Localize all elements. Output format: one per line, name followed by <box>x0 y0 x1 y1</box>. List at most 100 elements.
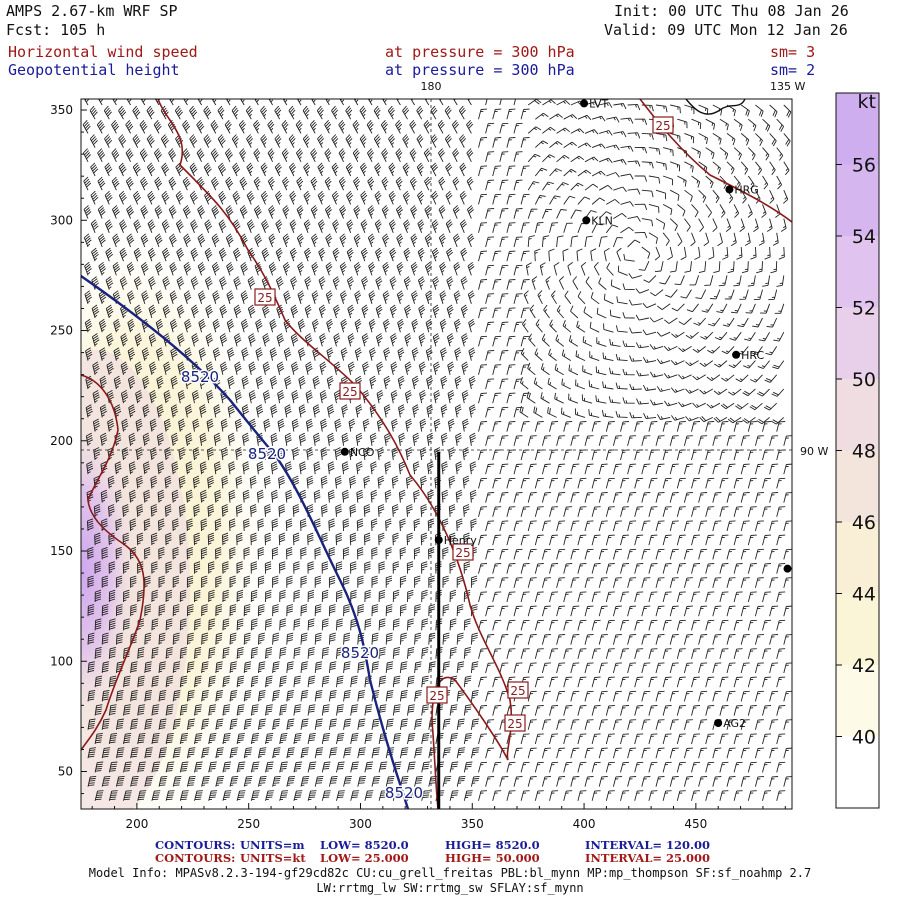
wind-barb <box>719 506 729 517</box>
wind-barb <box>200 489 207 503</box>
wind-barb <box>492 619 502 631</box>
wind-barb <box>492 137 502 148</box>
wind-barb <box>527 776 537 787</box>
wind-barb <box>745 303 756 314</box>
wind-barb <box>247 304 256 319</box>
height-contour-label: CONTOURS: <box>155 838 236 852</box>
wind-barb <box>608 396 621 404</box>
wind-barb <box>414 718 423 730</box>
wind-barb <box>492 449 502 461</box>
wind-barb <box>292 532 300 546</box>
wind-barb <box>324 205 332 219</box>
wind-barb <box>374 190 382 205</box>
wind-barb <box>360 219 368 233</box>
wind-barb <box>229 661 237 674</box>
wind-barb <box>707 346 721 354</box>
wind-barb <box>655 719 665 730</box>
wind-barb <box>307 704 316 716</box>
wind-barb <box>551 290 557 305</box>
wind-barb <box>368 318 376 333</box>
wind-barb <box>378 761 388 773</box>
wind-barb <box>276 304 284 319</box>
wind-barb <box>470 689 479 702</box>
wind-barb <box>549 168 562 177</box>
wind-contour-value: 25 <box>429 689 444 703</box>
wind-barb <box>170 404 179 418</box>
wind-barb <box>533 377 543 390</box>
wind-barb <box>221 532 229 546</box>
wind-barb <box>605 790 615 801</box>
wind-barb <box>236 618 244 631</box>
wind-barb <box>242 432 250 446</box>
wind-barb <box>769 161 776 176</box>
wind-barb <box>207 475 214 489</box>
wind-barb <box>231 105 239 120</box>
wind-barb <box>425 290 433 304</box>
wind-barb <box>453 99 458 106</box>
wind-barb <box>628 299 642 306</box>
wind-barb <box>642 384 657 391</box>
wind-barb <box>756 388 770 397</box>
wind-barb <box>118 134 127 148</box>
wind-barb <box>462 418 469 432</box>
wind-barb <box>140 99 147 106</box>
wind-barb <box>243 775 253 787</box>
wind-barb <box>384 461 392 475</box>
wind-barb <box>584 210 597 219</box>
wind-barb <box>371 689 380 702</box>
wind-barb <box>319 333 327 347</box>
wind-barb <box>499 236 509 248</box>
wind-barb <box>346 190 354 205</box>
wind-barb <box>641 520 651 532</box>
wind-barb <box>577 790 587 801</box>
wind-barb <box>620 705 630 716</box>
wind-barb <box>125 148 134 163</box>
wind-barb <box>520 591 530 603</box>
wind-barb <box>714 360 728 368</box>
wind-barb <box>612 577 622 588</box>
wind-barb <box>533 406 543 418</box>
wind-barb <box>705 563 715 574</box>
wind-barb <box>563 477 573 489</box>
wind-barb <box>392 589 400 603</box>
wind-barb <box>599 157 613 164</box>
wind-barb <box>677 204 686 217</box>
wind-barb <box>225 233 234 248</box>
wind-barb <box>656 331 671 337</box>
wind-barb <box>485 548 495 560</box>
wind-barb <box>250 504 257 517</box>
wind-barb <box>664 317 678 324</box>
wind-barb <box>274 134 282 148</box>
wind-barb <box>235 447 243 461</box>
shade-54kt <box>81 420 137 720</box>
wind-barb <box>783 190 789 204</box>
wind-barb <box>705 421 715 432</box>
wind-barb <box>369 432 377 446</box>
wind-barb <box>570 128 585 134</box>
wind-barb <box>609 338 621 347</box>
wind-barb <box>634 449 644 461</box>
wind-barb <box>716 303 728 314</box>
wind-barb <box>296 233 304 248</box>
wind-barb <box>735 374 749 383</box>
field1-level: at pressure = 300 hPa <box>385 43 575 61</box>
wind-barb <box>605 421 615 432</box>
wind-barb <box>428 689 437 702</box>
wind-barb <box>222 675 230 688</box>
wind-barb <box>262 361 271 375</box>
wind-barb <box>212 318 220 333</box>
wind-barb <box>249 418 257 432</box>
wind-barb <box>136 532 144 546</box>
wind-barb <box>105 276 114 290</box>
wind-barb <box>255 318 263 333</box>
x-tick-label: 350 <box>461 817 484 831</box>
wind-barb <box>208 790 218 801</box>
wind-barb <box>367 233 375 248</box>
wind-barb <box>726 605 736 617</box>
wind-contour-value: 25 <box>455 546 470 560</box>
wind-barb <box>451 119 459 134</box>
wind-barb <box>100 461 108 475</box>
wind-barb <box>167 119 176 134</box>
wind-barb <box>691 449 701 461</box>
wind-barb <box>627 690 637 702</box>
